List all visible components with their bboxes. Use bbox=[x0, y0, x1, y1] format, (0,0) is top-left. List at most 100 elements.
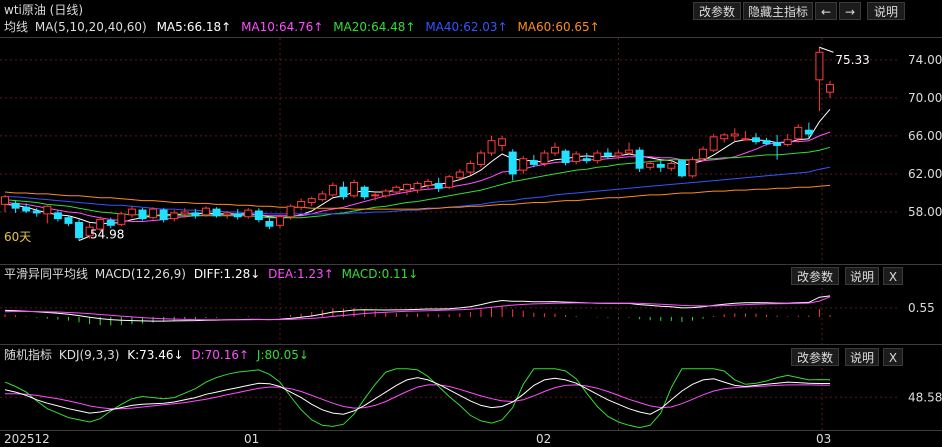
ma60-value: MA60:60.65↑ bbox=[517, 20, 600, 34]
time-tick-label: 02 bbox=[536, 432, 551, 446]
candle-body bbox=[392, 186, 401, 193]
candle-body bbox=[22, 206, 31, 212]
kdj-help-button[interactable]: 说明 bbox=[845, 348, 879, 366]
kdj-line-k bbox=[4, 377, 830, 415]
candle-body bbox=[445, 176, 454, 188]
ma5-value: MA5:66.18↑ bbox=[156, 20, 232, 34]
candle-body bbox=[180, 211, 189, 215]
time-tick-label: 202512 bbox=[4, 432, 50, 446]
candle-body bbox=[43, 205, 52, 215]
macd-indicator-name: 平滑异同平均线 bbox=[4, 267, 89, 281]
ma20-value: MA20:64.48↑ bbox=[333, 20, 416, 34]
kdj-legend: 随机指标 KDJ(9,3,3) K:73.46↓ D:70.16↑ J:80.0… bbox=[4, 348, 309, 362]
candle-body bbox=[561, 150, 570, 164]
candle-body bbox=[402, 183, 411, 191]
chart-title: wti原油 (日线) bbox=[4, 3, 84, 17]
candle-body bbox=[794, 126, 803, 140]
candle-body bbox=[159, 209, 168, 221]
candle-body bbox=[106, 220, 115, 226]
kdj-params-button[interactable]: 改参数 bbox=[791, 348, 839, 366]
candle-body bbox=[254, 210, 263, 221]
candle-body bbox=[424, 181, 433, 186]
macd-legend: 平滑异同平均线 MACD(12,26,9) DIFF:1.28↓ DEA:1.2… bbox=[4, 267, 418, 281]
hide-main-indicator-button[interactable]: 隐藏主指标 bbox=[743, 2, 813, 20]
candle-body bbox=[244, 209, 253, 218]
macd-line-diff bbox=[4, 295, 831, 322]
candle-body bbox=[826, 84, 834, 93]
macd-params-button[interactable]: 改参数 bbox=[791, 267, 839, 285]
macd-value: MACD:0.11↓ bbox=[341, 267, 419, 281]
candle-body bbox=[519, 158, 528, 171]
low-pointer bbox=[78, 236, 90, 241]
time-tick-label: 03 bbox=[816, 432, 831, 446]
candle-body bbox=[138, 209, 147, 220]
time-axis-separator bbox=[0, 430, 942, 431]
candle-body bbox=[804, 129, 813, 135]
candle-body bbox=[212, 208, 221, 217]
candle-body bbox=[201, 207, 210, 216]
candle-body bbox=[762, 140, 771, 145]
candle-body bbox=[582, 158, 591, 162]
candle-body bbox=[350, 182, 359, 197]
candle-body bbox=[276, 216, 284, 226]
candle-body bbox=[709, 136, 718, 151]
macd-help-button[interactable]: 说明 bbox=[845, 267, 879, 285]
j-value: J:80.05↓ bbox=[256, 348, 309, 362]
ma-line-ma10 bbox=[4, 131, 831, 222]
candle-body bbox=[127, 208, 136, 216]
candle-body bbox=[85, 226, 94, 237]
candle-body bbox=[741, 138, 750, 141]
candle-body bbox=[233, 213, 242, 218]
macd-separator bbox=[0, 264, 942, 265]
params-button[interactable]: 改参数 bbox=[693, 2, 741, 20]
kdj-line-d bbox=[5, 384, 831, 410]
high-price-label: 75.33 bbox=[835, 53, 869, 67]
candle-body bbox=[476, 152, 485, 165]
candle-body bbox=[1, 196, 9, 205]
macd-close-button[interactable]: X bbox=[883, 267, 903, 285]
candle-body bbox=[551, 146, 559, 154]
header-separator bbox=[0, 37, 942, 38]
candle-body bbox=[64, 217, 73, 224]
candle-body bbox=[603, 152, 612, 157]
candle-body bbox=[625, 149, 634, 154]
kdj-close-button[interactable]: X bbox=[883, 348, 903, 366]
price-tick-label: 62.00 bbox=[908, 167, 942, 181]
candle-body bbox=[667, 162, 676, 169]
help-button[interactable]: 说明 bbox=[867, 2, 905, 20]
scroll-right-button[interactable]: → bbox=[839, 2, 861, 20]
macd-line-dea bbox=[4, 296, 831, 321]
candle-body bbox=[265, 220, 274, 227]
candle-body bbox=[223, 212, 232, 216]
candle-body bbox=[339, 186, 348, 198]
candle-body bbox=[170, 212, 179, 220]
candle-body bbox=[307, 198, 316, 203]
candle-body bbox=[572, 153, 581, 163]
high-pointer bbox=[819, 46, 834, 53]
diff-value: DIFF:1.28↓ bbox=[193, 267, 261, 281]
candle-body bbox=[751, 137, 760, 143]
k-value: K:73.46↓ bbox=[127, 348, 184, 362]
candle-body bbox=[815, 51, 824, 81]
ma-indicator-spec: MA(5,10,20,40,60) bbox=[34, 20, 147, 34]
scroll-left-button[interactable]: ← bbox=[815, 2, 837, 20]
candle-body bbox=[328, 184, 337, 196]
price-tick-label: 58.00 bbox=[908, 205, 942, 219]
ma-indicator-name: 均线 bbox=[4, 20, 29, 34]
kdj-indicator-name: 随机指标 bbox=[4, 348, 53, 362]
candle-body bbox=[688, 159, 697, 177]
candle-body bbox=[149, 208, 158, 219]
candle-body bbox=[614, 152, 623, 157]
candle-body bbox=[487, 140, 496, 154]
candle-body bbox=[508, 151, 517, 175]
kdj-indicator-spec: KDJ(9,3,3) bbox=[58, 348, 120, 362]
time-tick-label: 01 bbox=[244, 432, 259, 446]
candle-body bbox=[371, 194, 380, 197]
candle-body bbox=[773, 142, 782, 146]
candle-body bbox=[32, 210, 41, 214]
low-price-label: 54.98 bbox=[90, 227, 124, 241]
dea-value: DEA:1.23↑ bbox=[268, 267, 334, 281]
period-label: 60天 bbox=[4, 230, 32, 244]
kdj-separator bbox=[0, 344, 942, 345]
